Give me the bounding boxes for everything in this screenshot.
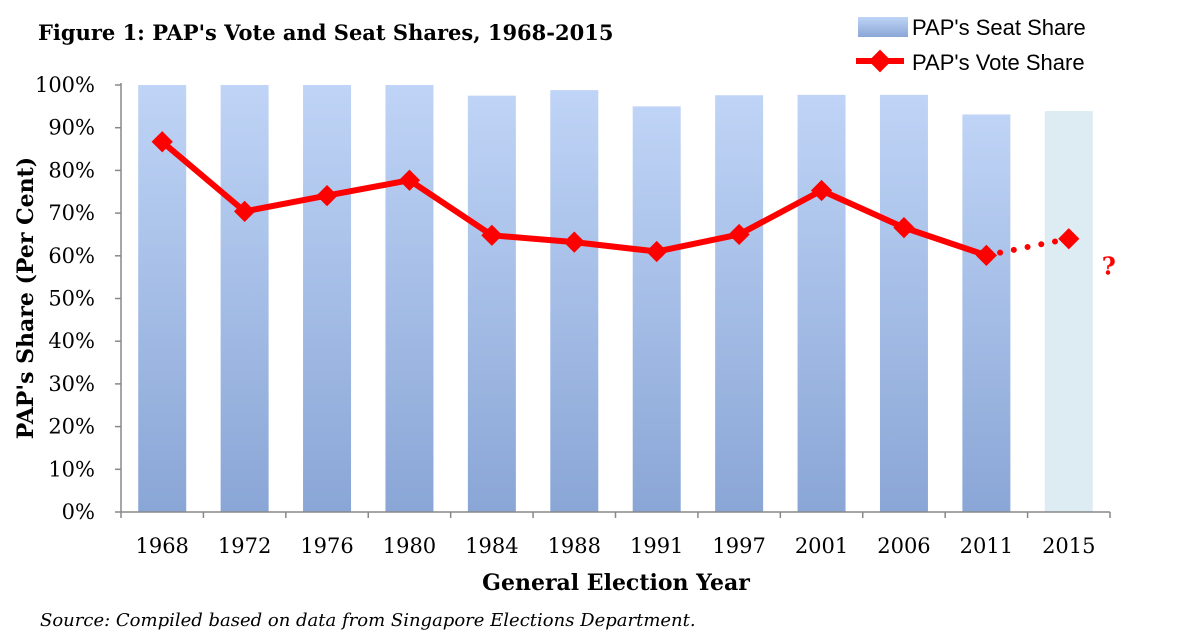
seat-share-bar [385,85,434,512]
y-tick-label: 30% [48,372,95,396]
x-tick-label: 1976 [300,534,353,558]
x-tick-label: 1984 [465,534,518,558]
x-tick-label: 1980 [383,534,436,558]
source-note: Source: Compiled based on data from Sing… [40,610,696,631]
x-tick-label: 1988 [548,534,601,558]
seat-share-bar [550,90,599,513]
legend-swatch-vote-share-marker [868,49,892,73]
x-tick-label: 1968 [135,534,188,558]
vote-share-point [234,200,256,222]
x-tick-label: 1997 [712,534,765,558]
seat-share-bar [632,106,681,512]
seat-share-bar [715,95,764,513]
vote-share-point [728,223,750,246]
y-tick-label: 60% [48,244,95,268]
legend-swatch-seat-share [858,17,908,37]
seat-share-bar [303,85,352,512]
vote-share-point [151,131,173,153]
y-tick-label: 40% [48,329,95,353]
y-tick-label: 80% [48,158,95,182]
y-tick-label: 90% [48,116,95,140]
x-axis-label: General Election Year [482,570,750,596]
x-tick-label: 2015 [1042,534,1095,558]
x-tick-label: 1972 [218,534,271,558]
seat-share-bar [1044,111,1093,512]
vote-share-point [646,240,668,263]
y-tick-label: 50% [48,287,95,311]
vote-share-point [563,231,585,253]
seat-share-bar [879,94,928,513]
vote-share-point [975,244,997,266]
y-tick-label: 100% [35,73,95,97]
y-tick-label: 0% [62,500,95,524]
legend-label-seat-share: PAP's Seat Share [912,15,1086,40]
x-tick-label: 2006 [877,534,930,558]
seat-share-bar [467,95,516,513]
y-tick-label: 20% [48,415,95,439]
seat-share-bar [220,85,269,512]
x-tick-label: 2011 [960,534,1013,558]
vote-share-point [810,179,833,202]
x-tick-label: 2001 [795,534,848,558]
y-tick-label: 10% [48,457,95,481]
seat-share-bar [797,94,846,513]
annotation-question-mark: ? [1102,252,1116,281]
vote-share-projection-line [983,235,1072,259]
plot-area: 0% 10% 20% 30% 40% 50% 60% 70% 80% 90% 100% 1968 197… [35,73,1116,558]
y-axis-label: PAP's Share (Per Cent) [13,157,39,439]
x-tick-label: 1991 [630,534,683,558]
y-tick-label: 70% [48,201,95,225]
legend-label-vote-share: PAP's Vote Share [912,50,1085,75]
vote-share-point [893,217,915,239]
legend: PAP's Seat Share PAP's Vote Share [856,15,1086,75]
chart-title: Figure 1: PAP's Vote and Seat Shares, 19… [38,20,613,45]
seat-share-bar [962,114,1011,512]
